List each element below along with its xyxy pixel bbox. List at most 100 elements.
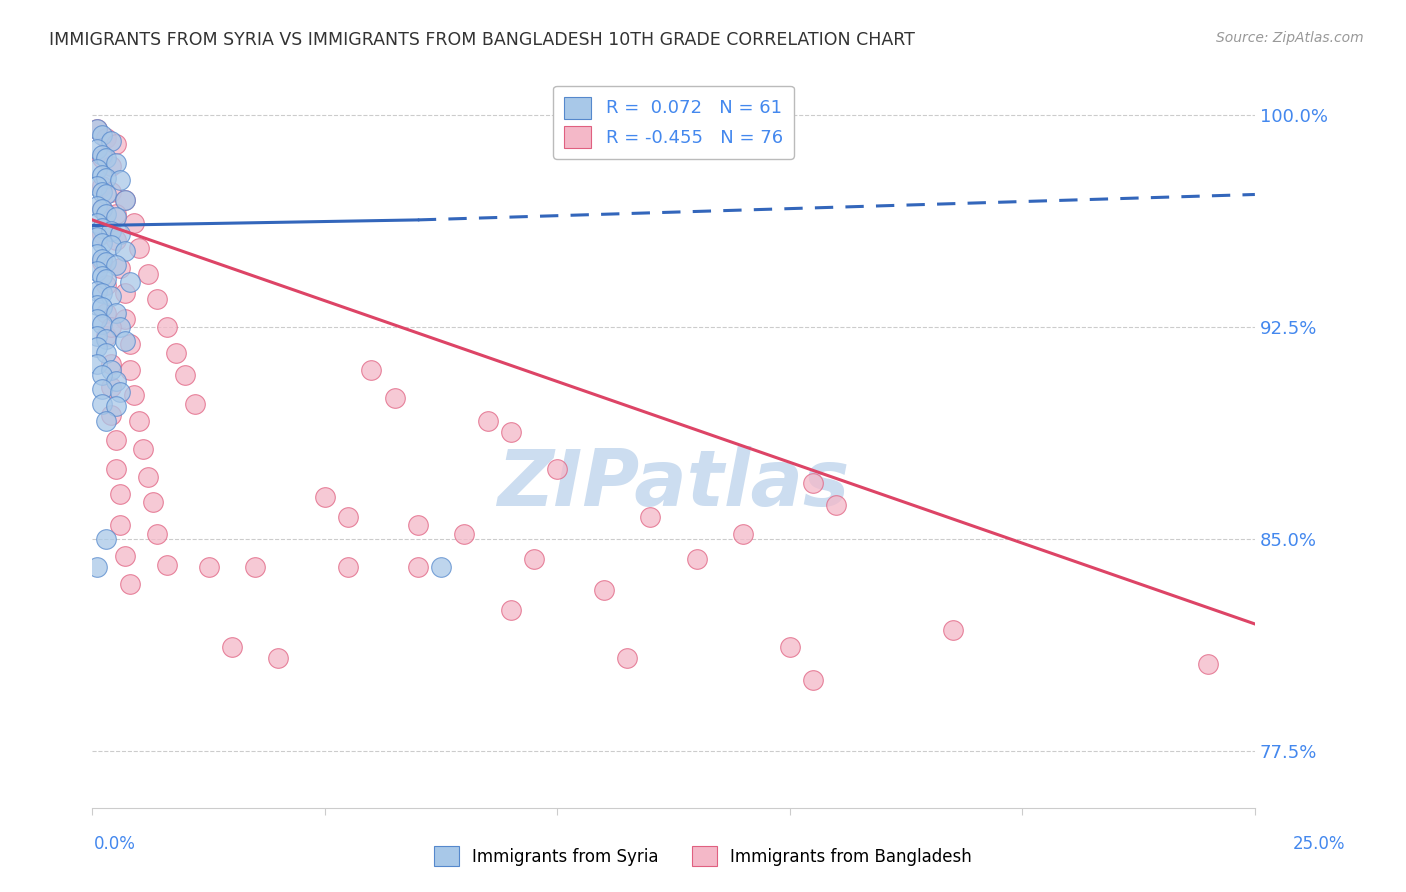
- Point: [825, 498, 848, 512]
- Point: [90, 286, 112, 301]
- Point: [104, 156, 127, 170]
- Point: [96, 332, 118, 346]
- Legend: R =  0.072   N = 61, R = -0.455   N = 76: R = 0.072 N = 61, R = -0.455 N = 76: [554, 86, 794, 159]
- Point: [100, 224, 122, 238]
- Point: [90, 252, 112, 267]
- Point: [96, 151, 118, 165]
- Point: [136, 267, 159, 281]
- Point: [100, 320, 122, 334]
- Point: [104, 400, 127, 414]
- Point: [90, 269, 112, 284]
- Point: [90, 221, 112, 235]
- Point: [100, 379, 122, 393]
- Point: [100, 238, 122, 252]
- Point: [96, 170, 118, 185]
- Point: [90, 148, 112, 162]
- Point: [96, 255, 118, 269]
- Point: [96, 345, 118, 359]
- Point: [86, 247, 108, 261]
- Point: [406, 560, 429, 574]
- Text: ZIPatlas: ZIPatlas: [498, 446, 849, 523]
- Point: [156, 558, 179, 572]
- Point: [86, 216, 108, 230]
- Point: [100, 357, 122, 371]
- Point: [114, 334, 136, 349]
- Point: [90, 368, 112, 383]
- Point: [174, 368, 197, 383]
- Point: [118, 337, 141, 351]
- Text: Source: ZipAtlas.com: Source: ZipAtlas.com: [1216, 31, 1364, 45]
- Point: [243, 560, 266, 574]
- Point: [801, 475, 824, 490]
- Point: [90, 227, 112, 241]
- Text: 0.0%: 0.0%: [94, 835, 136, 853]
- Point: [100, 362, 122, 376]
- Point: [118, 275, 141, 289]
- Point: [499, 603, 522, 617]
- Point: [136, 470, 159, 484]
- Point: [90, 151, 112, 165]
- Point: [132, 442, 155, 456]
- Point: [406, 518, 429, 533]
- Point: [360, 362, 382, 376]
- Point: [104, 136, 127, 151]
- Point: [110, 385, 132, 400]
- Point: [430, 560, 453, 574]
- Point: [156, 320, 179, 334]
- Point: [104, 258, 127, 272]
- Point: [86, 284, 108, 298]
- Point: [86, 328, 108, 343]
- Point: [546, 461, 568, 475]
- Point: [104, 461, 127, 475]
- Point: [384, 391, 406, 405]
- Point: [1197, 657, 1219, 671]
- Point: [337, 509, 360, 524]
- Point: [100, 134, 122, 148]
- Point: [96, 306, 118, 320]
- Point: [86, 179, 108, 194]
- Point: [104, 434, 127, 448]
- Point: [86, 298, 108, 312]
- Point: [96, 277, 118, 292]
- Point: [96, 532, 118, 546]
- Point: [110, 173, 132, 187]
- Point: [118, 362, 141, 376]
- Point: [90, 235, 112, 250]
- Point: [110, 487, 132, 501]
- Point: [110, 518, 132, 533]
- Point: [122, 216, 145, 230]
- Point: [86, 122, 108, 136]
- Point: [90, 168, 112, 182]
- Point: [197, 560, 219, 574]
- Point: [100, 185, 122, 199]
- Point: [86, 162, 108, 177]
- Point: [90, 185, 112, 199]
- Point: [142, 495, 165, 509]
- Point: [86, 142, 108, 156]
- Text: IMMIGRANTS FROM SYRIA VS IMMIGRANTS FROM BANGLADESH 10TH GRADE CORRELATION CHART: IMMIGRANTS FROM SYRIA VS IMMIGRANTS FROM…: [49, 31, 915, 49]
- Point: [104, 210, 127, 224]
- Point: [114, 244, 136, 258]
- Point: [114, 311, 136, 326]
- Point: [616, 651, 638, 665]
- Point: [90, 318, 112, 332]
- Point: [90, 396, 112, 410]
- Point: [499, 425, 522, 439]
- Point: [801, 673, 824, 688]
- Point: [86, 199, 108, 213]
- Point: [86, 560, 108, 574]
- Point: [86, 264, 108, 278]
- Point: [90, 179, 112, 194]
- Point: [96, 187, 118, 202]
- Point: [100, 289, 122, 303]
- Point: [104, 207, 127, 221]
- Point: [114, 193, 136, 207]
- Point: [146, 526, 169, 541]
- Point: [86, 311, 108, 326]
- Point: [592, 582, 614, 597]
- Point: [86, 230, 108, 244]
- Point: [267, 651, 290, 665]
- Point: [128, 241, 150, 255]
- Point: [337, 560, 360, 574]
- Point: [165, 345, 187, 359]
